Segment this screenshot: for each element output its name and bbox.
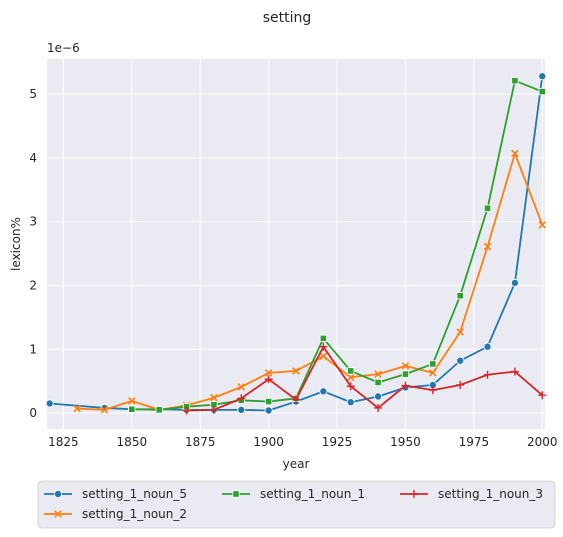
y-tick-labels: 0 1 2 3 4 5 <box>29 87 37 420</box>
data-point <box>128 405 136 413</box>
data-point <box>538 391 547 400</box>
data-point <box>292 395 300 404</box>
series-line <box>186 345 543 412</box>
data-point <box>483 242 492 251</box>
x-tick-labels: 1825 1850 1875 1900 1925 1950 1975 2000 <box>48 435 557 449</box>
data-point <box>483 370 492 379</box>
y-tick-label: 5 <box>29 87 37 101</box>
x-tick-label: 1825 <box>48 435 79 449</box>
y-tick-label: 2 <box>29 278 37 292</box>
data-point <box>100 406 109 414</box>
x-tick-label: 1900 <box>253 435 284 449</box>
x-tick-label: 1925 <box>322 435 353 449</box>
legend: setting_1_noun_5 setting_1_noun_2 setting_… <box>37 480 556 529</box>
data-point <box>237 405 246 414</box>
data-point <box>510 367 519 376</box>
data-point <box>538 87 546 96</box>
series-setting_1_noun_3 <box>182 342 547 415</box>
data-point <box>264 406 273 415</box>
legend-item: setting_1_noun_5 <box>44 487 187 501</box>
data-point <box>264 375 273 384</box>
data-point <box>511 149 519 158</box>
data-point <box>347 367 355 375</box>
data-point <box>346 398 355 407</box>
data-point <box>401 362 410 370</box>
x-tick-label: 1850 <box>117 435 148 449</box>
legend-item: setting_1_noun_3 <box>400 487 543 501</box>
data-point <box>128 397 136 405</box>
legend-swatch-marker <box>232 490 240 498</box>
data-point <box>483 342 492 351</box>
legend-swatch-marker <box>54 510 62 518</box>
data-point <box>401 381 410 390</box>
data-point <box>510 278 519 287</box>
legend-label: setting_1_noun_3 <box>438 487 543 501</box>
legend-box <box>37 480 556 529</box>
data-point <box>429 369 437 377</box>
data-point <box>374 370 382 378</box>
x-axis-label: year <box>283 457 310 471</box>
y-offset-label: 1e−6 <box>47 41 80 55</box>
data-point <box>319 387 328 396</box>
y-tick-label: 0 <box>29 406 37 420</box>
data-point <box>374 378 382 387</box>
data-point <box>45 399 54 408</box>
data-point <box>210 393 218 402</box>
data-point <box>429 360 437 368</box>
chart-title: setting <box>263 10 312 26</box>
legend-item: setting_1_noun_2 <box>44 507 187 521</box>
data-point <box>237 383 246 391</box>
data-point <box>456 328 464 336</box>
x-tick-label: 1950 <box>390 435 421 449</box>
data-point <box>319 352 328 361</box>
data-point <box>209 405 218 414</box>
data-point <box>374 392 383 401</box>
data-point <box>319 334 327 343</box>
data-point <box>292 367 300 375</box>
x-tick-label: 1875 <box>185 435 216 449</box>
data-point <box>456 292 464 300</box>
legend-items: setting_1_noun_5 setting_1_noun_2 setting_… <box>44 487 543 521</box>
data-point <box>456 356 465 365</box>
y-tick-label: 3 <box>29 215 37 229</box>
grid-lines <box>47 59 545 429</box>
data-point <box>456 380 465 389</box>
data-point <box>428 386 437 395</box>
x-tick-label: 1975 <box>459 435 490 449</box>
data-point <box>264 369 273 377</box>
y-tick-label: 1 <box>29 342 37 356</box>
legend-item: setting_1_noun_1 <box>222 487 365 501</box>
data-point <box>73 404 81 413</box>
y-tick-label: 4 <box>29 151 37 165</box>
series-layer <box>45 72 547 415</box>
legend-swatch-marker <box>410 490 418 498</box>
data-point <box>182 406 191 415</box>
plot-area <box>47 59 545 429</box>
legend-swatch-marker <box>54 489 63 498</box>
data-point <box>155 406 163 414</box>
series-setting_1_noun_2 <box>73 149 547 414</box>
series-line <box>131 79 543 411</box>
data-point <box>319 342 328 351</box>
data-point <box>265 397 273 406</box>
legend-label: setting_1_noun_5 <box>82 487 187 501</box>
x-tick-label: 2000 <box>527 435 558 449</box>
legend-label: setting_1_noun_2 <box>82 507 187 521</box>
data-point <box>511 77 519 85</box>
y-axis-label: lexicon% <box>9 217 23 271</box>
data-point <box>401 370 410 378</box>
data-point <box>483 204 492 212</box>
legend-label: setting_1_noun_1 <box>260 487 365 501</box>
data-point <box>346 373 355 382</box>
data-point <box>374 403 383 412</box>
series-line <box>77 152 544 411</box>
data-point <box>538 72 547 81</box>
data-point <box>237 394 246 403</box>
data-point <box>346 382 355 391</box>
data-point <box>538 221 547 229</box>
